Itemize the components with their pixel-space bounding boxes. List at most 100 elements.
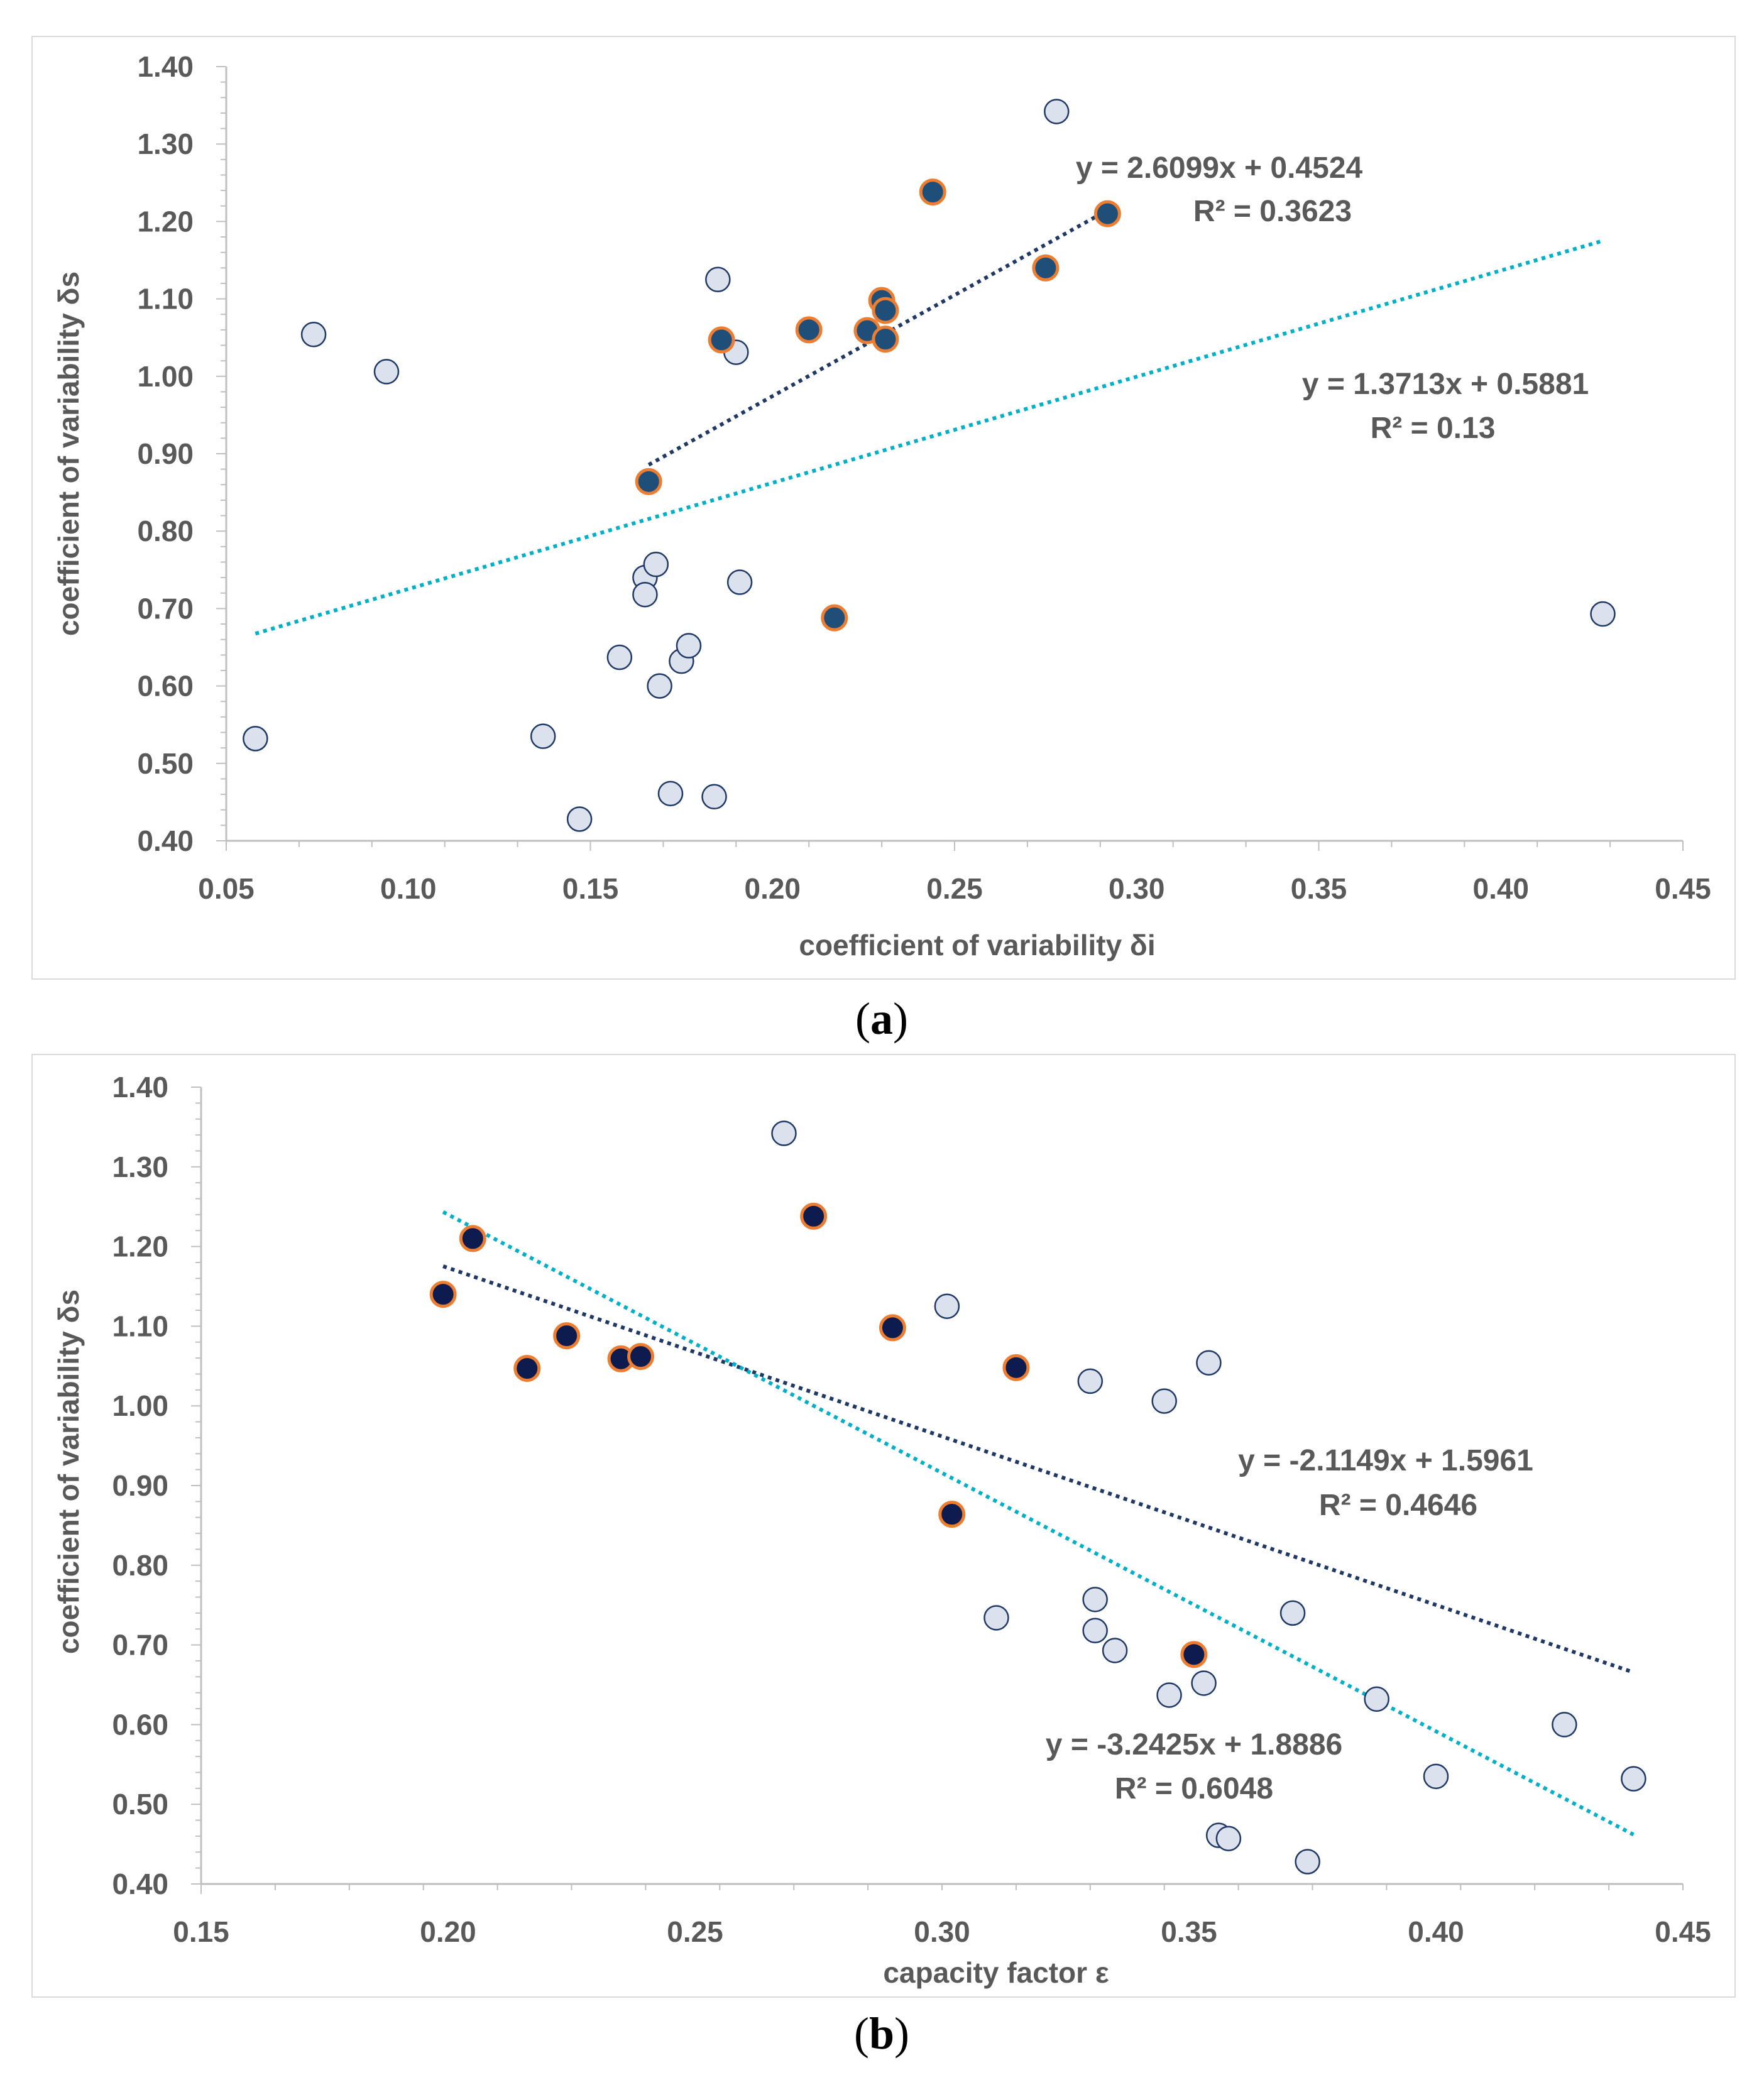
panel-b-data-point-highlighted <box>938 1501 966 1528</box>
panel-b-data-point-other <box>1191 1670 1217 1696</box>
panel-b-data-point-other <box>1077 1368 1104 1394</box>
trend-a-highlight-r2: R² = 0.3623 <box>1193 195 1352 228</box>
panel-b-data-point-highlighted <box>459 1225 486 1252</box>
panel-a-data-point-highlighted <box>1093 200 1121 227</box>
panel-a-x-tick-label: 0.25 <box>926 872 983 905</box>
panel-a-y-axis-title: coefficient of variability δs <box>52 271 85 636</box>
panel-a-x-tick-label: 0.10 <box>380 872 437 905</box>
panel-b-data-point-other <box>1151 1388 1177 1414</box>
panel-a-x-tick-label: 0.35 <box>1291 872 1347 905</box>
panel-a-y-tick-label: 1.30 <box>137 128 194 160</box>
panel-a-data-point-other <box>606 644 633 671</box>
panel-b-y-tick-label: 0.60 <box>112 1708 168 1741</box>
panel-a-data-point-highlighted <box>872 326 899 353</box>
panel-a-data-point-other <box>701 784 727 810</box>
panel-b-series-other <box>771 1120 1646 1875</box>
panel-b-data-point-other <box>1423 1763 1449 1790</box>
trend-a-all-r2: R² = 0.13 <box>1371 412 1496 445</box>
panel-a-x-tick-label: 0.05 <box>198 872 255 905</box>
panel-a-x-tick-label: 0.30 <box>1109 872 1165 905</box>
panel-b-data-point-other <box>771 1120 797 1146</box>
panel-a-series-highlighted <box>635 178 1121 632</box>
panel-b-data-point-other <box>1364 1686 1389 1712</box>
trend-b-all-equation: y = -3.2425x + 1.8886 <box>1046 1728 1342 1761</box>
panel-b-data-point-highlighted <box>429 1281 457 1308</box>
panel-a-x-tick-label: 0.45 <box>1655 872 1711 905</box>
panel-a-caption-letter: a <box>870 994 893 1044</box>
panel-b-y-axis-title: coefficient of variability δs <box>52 1289 85 1654</box>
trend-b-highlight-r2: R² = 0.4646 <box>1319 1489 1477 1522</box>
panel-b-x-tick-label: 0.30 <box>914 1915 970 1948</box>
panel-a-data-point-highlighted <box>635 468 662 495</box>
panel-b-x-tick-label: 0.40 <box>1408 1915 1464 1948</box>
panel-a-data-point-other <box>373 359 400 385</box>
panel-b-y-tick-label: 0.50 <box>112 1788 168 1820</box>
panel-a-y-tick-label: 1.20 <box>137 205 194 238</box>
panel-b-x-tick-label: 0.15 <box>173 1915 229 1948</box>
panel-a-y-tick-label: 0.40 <box>137 824 194 857</box>
panel-b-data-point-other <box>1552 1712 1577 1738</box>
panel-a-data-point-other <box>1044 99 1070 124</box>
panel-a-data-point-other <box>300 322 327 348</box>
panel-b-data-point-other <box>1082 1587 1108 1612</box>
panel-b-axes: 0.15 0.20 0.25 0.30 0.35 0.40 0.45 1.40 1.30 1.20… <box>112 1071 1711 1948</box>
panel-b-data-point-other <box>1215 1826 1242 1851</box>
panel-b-data-point-highlighted <box>627 1343 655 1371</box>
panel-b-y-tick-label: 0.90 <box>112 1469 168 1502</box>
panel-a-y-tick-label: 1.00 <box>137 360 194 393</box>
panel-a-y-tick-label: 1.10 <box>137 283 194 315</box>
panel-b-data-point-highlighted <box>1180 1641 1208 1668</box>
trend-b-highlight-equation: y = -2.1149x + 1.5961 <box>1238 1444 1533 1477</box>
panel-a-chart: 0.05 0.10 0.15 0.20 0.25 0.30 0.35 0.40 0.45 1.40… <box>52 50 1711 961</box>
panel-a-data-point-highlighted <box>821 604 848 632</box>
panel-b-data-point-other <box>983 1605 1009 1631</box>
panel-b-y-tick-label: 0.80 <box>112 1549 168 1582</box>
panel-b-x-axis-title: capacity factor ε <box>883 1956 1109 1989</box>
panel-b-x-tick-label: 0.25 <box>667 1915 723 1948</box>
panel-a-data-point-other <box>566 806 593 832</box>
panel-b-trendlines <box>442 1210 1635 1837</box>
panel-a-data-point-highlighted <box>795 316 823 344</box>
panel-b-data-point-highlighted <box>800 1202 828 1230</box>
panel-b-caption-letter: b <box>868 2008 895 2059</box>
panel-a-series-other <box>243 99 1616 832</box>
panel-a-y-tick-label: 0.80 <box>137 515 194 547</box>
panel-a-frame <box>31 36 1736 980</box>
panel-a-data-point-other <box>726 569 753 595</box>
panel-a-data-point-highlighted <box>872 297 899 324</box>
panel-a-data-point-highlighted <box>1032 254 1060 282</box>
panel-a-data-point-other <box>1590 601 1616 627</box>
panel-b-data-point-other <box>1279 1600 1306 1626</box>
panel-a-x-axis-title: coefficient of variability δi <box>799 929 1155 961</box>
panel-b-data-point-highlighted <box>879 1314 906 1342</box>
panel-a-data-point-other <box>643 551 669 578</box>
panel-b-data-point-other <box>1156 1682 1182 1708</box>
panel-b-data-point-other <box>1082 1618 1108 1644</box>
panel-a-y-tick-label: 1.40 <box>137 50 194 83</box>
panel-a-data-point-other <box>676 633 702 659</box>
panel-b-data-point-other <box>934 1293 960 1319</box>
panel-b-caption-close: ) <box>894 2008 909 2059</box>
panel-a-caption: (a) <box>819 993 945 1045</box>
panel-a-data-point-other <box>647 673 672 699</box>
panel-b-data-point-highlighted <box>513 1355 541 1382</box>
panel-b-y-tick-label: 0.70 <box>112 1629 168 1662</box>
trend-a-all-equation: y = 1.3713x + 0.5881 <box>1302 368 1589 401</box>
panel-b-data-point-highlighted <box>1002 1354 1030 1381</box>
panel-b-y-tick-label: 1.30 <box>112 1151 168 1183</box>
panel-b-data-point-other <box>1621 1766 1646 1792</box>
panel-a-x-tick-label: 0.20 <box>744 872 801 905</box>
trend-b-all-r2: R² = 0.6048 <box>1115 1772 1273 1805</box>
panel-a-data-point-other <box>657 780 684 807</box>
panel-b-y-tick-label: 0.40 <box>112 1868 168 1900</box>
panel-a-y-tick-label: 0.90 <box>137 437 194 470</box>
panel-a-data-point-highlighted <box>919 178 946 206</box>
panel-a-x-tick-label: 0.15 <box>562 872 619 905</box>
panel-a-x-tick-label: 0.40 <box>1472 872 1529 905</box>
panel-b-y-tick-label: 1.20 <box>112 1230 168 1263</box>
panel-b-x-tick-label: 0.35 <box>1161 1915 1217 1948</box>
panel-a-y-tick-label: 0.50 <box>137 747 194 780</box>
panel-b-caption-open: ( <box>853 2008 869 2059</box>
panel-a-trendline-all-fit <box>255 239 1604 636</box>
panel-b-x-tick-label: 0.45 <box>1655 1915 1711 1948</box>
